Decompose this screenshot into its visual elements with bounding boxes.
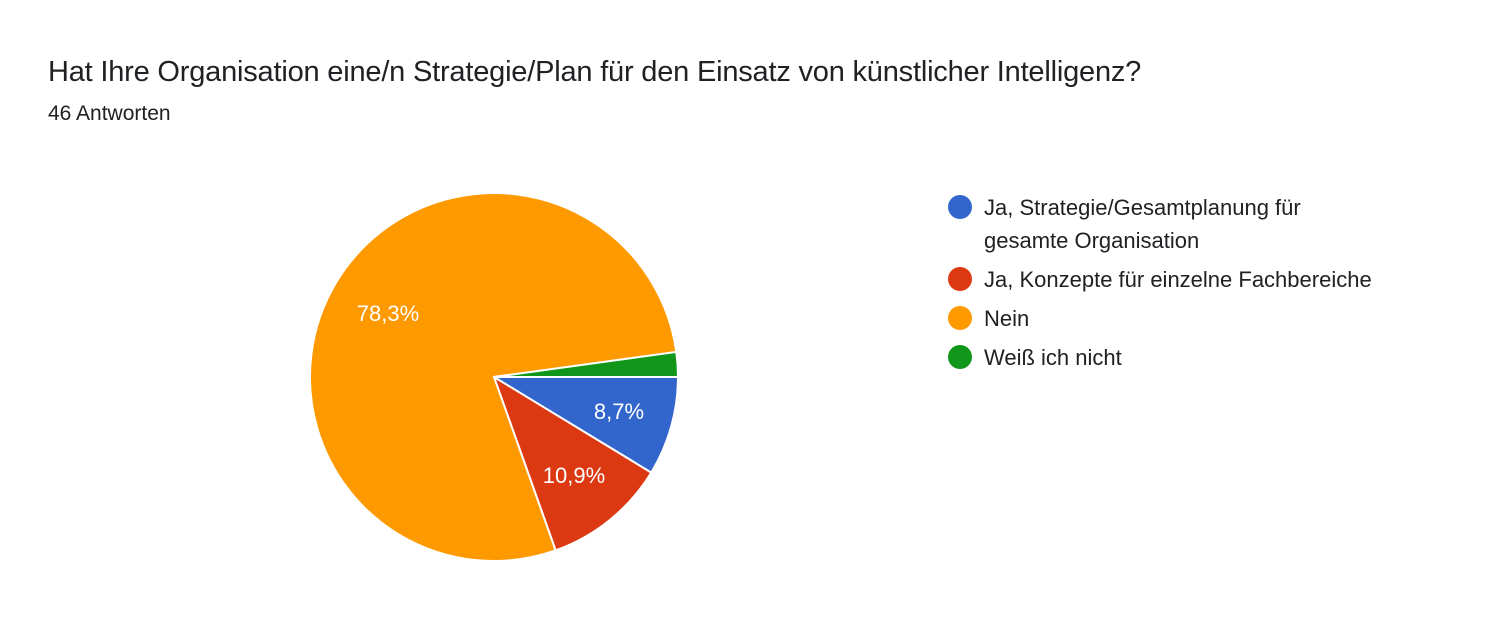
legend-label: Ja, Strategie/Gesamtplanung für gesamte … xyxy=(984,195,1301,253)
pie-slice-konzepte[interactable] xyxy=(492,374,653,552)
legend-item-konzepte[interactable]: Ja, Konzepte für einzelne Fachbereiche xyxy=(948,263,1372,296)
slice-label-red: 10,9% xyxy=(543,463,605,488)
legend-dot-red-icon xyxy=(948,267,972,291)
legend-label: Weiß ich nicht xyxy=(984,345,1122,370)
legend-item-nein[interactable]: Nein xyxy=(948,302,1372,335)
legend: Ja, Strategie/Gesamtplanung für gesamte … xyxy=(948,191,1372,380)
response-count: 46 Antworten xyxy=(48,102,171,125)
legend-label: Ja, Konzepte für einzelne Fachbereiche xyxy=(984,267,1372,292)
legend-dot-orange-icon xyxy=(948,306,972,330)
pie-slice-nein[interactable] xyxy=(309,192,678,562)
pie-slice-weiss-nicht[interactable] xyxy=(493,350,680,378)
legend-dot-green-icon xyxy=(948,345,972,369)
chart-title: Hat Ihre Organisation eine/n Strategie/P… xyxy=(48,56,1142,88)
pie-slices xyxy=(309,192,680,562)
legend-item-weiss-nicht[interactable]: Weiß ich nicht xyxy=(948,341,1372,374)
pie-slice-strategie[interactable] xyxy=(490,376,680,474)
legend-item-strategie[interactable]: Ja, Strategie/Gesamtplanung für gesamte … xyxy=(948,191,1372,257)
legend-dot-blue-icon xyxy=(948,195,972,219)
legend-label: Nein xyxy=(984,306,1030,331)
slice-label-blue: 8,7% xyxy=(594,399,644,424)
slice-label-orange: 78,3% xyxy=(357,301,419,326)
